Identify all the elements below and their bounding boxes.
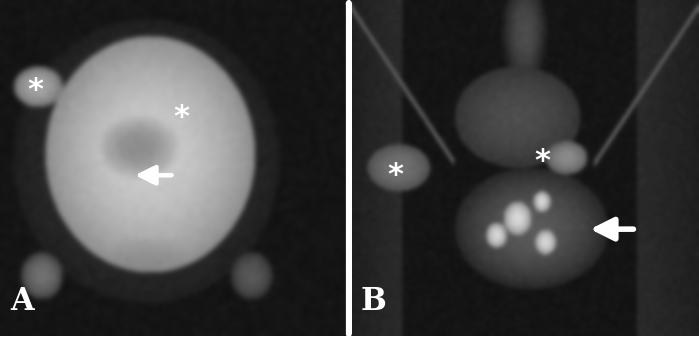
- Text: *: *: [387, 161, 403, 190]
- Text: *: *: [27, 76, 43, 105]
- Text: *: *: [534, 147, 550, 176]
- Text: *: *: [173, 103, 189, 132]
- Text: B: B: [361, 286, 387, 317]
- Text: A: A: [10, 286, 34, 317]
